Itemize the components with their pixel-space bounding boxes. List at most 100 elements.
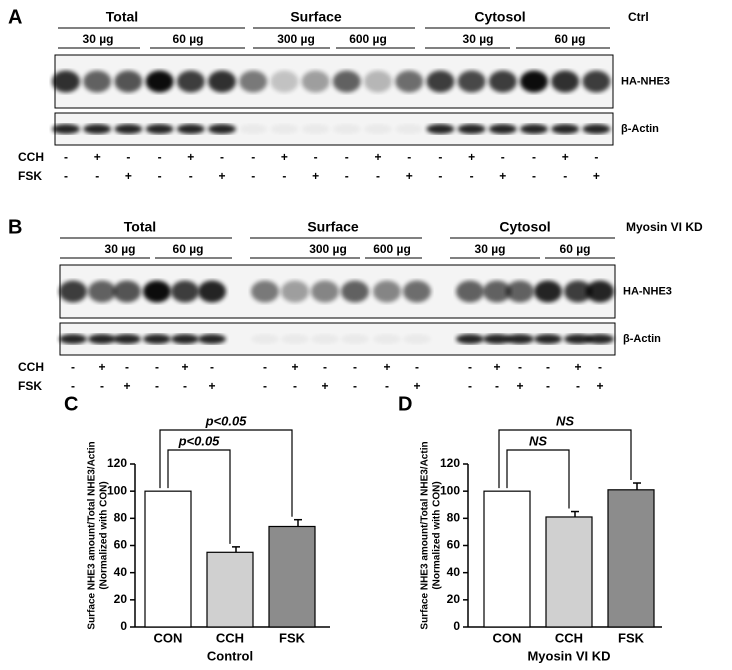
blot-band — [52, 70, 80, 93]
blot-band — [198, 334, 226, 344]
blot-band — [251, 334, 279, 344]
treatment-sign: - — [495, 379, 499, 393]
treatment-sign: + — [208, 379, 215, 393]
group-label: Surface — [307, 219, 359, 235]
blot-band — [551, 124, 580, 134]
treatment-sign: - — [438, 169, 442, 183]
bar — [206, 551, 254, 628]
y-tick-label: 40 — [447, 565, 461, 579]
treatment-sign: + — [383, 360, 390, 374]
treatment-sign: + — [187, 150, 194, 164]
treatment-sign: - — [576, 379, 580, 393]
amount-label: 600 µg — [349, 32, 387, 46]
treatment-sign: + — [94, 150, 101, 164]
treatment-sign: + — [125, 169, 132, 183]
blot-band — [534, 334, 562, 344]
amount-label: 30 µg — [475, 242, 506, 256]
condition-label: Myosin VI KD — [626, 220, 703, 234]
treatment-sign: - — [518, 360, 522, 374]
y-tick-label: 80 — [114, 511, 128, 525]
blot-band — [332, 124, 361, 134]
blot-band — [59, 280, 87, 303]
treatment-sign: - — [353, 360, 357, 374]
blot-band — [456, 334, 484, 344]
blot-band — [145, 124, 174, 134]
bar — [607, 489, 655, 628]
blot-band — [364, 124, 392, 134]
treatment-sign: - — [220, 150, 224, 164]
bar — [483, 490, 531, 628]
blot-band — [143, 280, 171, 303]
treatment-label: FSK — [18, 379, 42, 393]
blot-band — [113, 280, 141, 303]
treatment-sign: - — [100, 379, 104, 393]
treatment-sign: + — [321, 379, 328, 393]
treatment-sign: - — [546, 360, 550, 374]
blot-band — [456, 280, 484, 303]
treatment-sign: - — [155, 360, 159, 374]
y-tick-label: 100 — [440, 483, 460, 497]
treatment-sign: - — [314, 150, 318, 164]
treatment-sign: - — [210, 360, 214, 374]
blot-band — [171, 334, 199, 344]
blot-band — [488, 70, 517, 93]
treatment-sign: - — [189, 169, 193, 183]
blot-band — [176, 70, 205, 93]
amount-label: 30 µg — [83, 32, 114, 46]
y-tick-label: 120 — [440, 456, 460, 470]
amount-label: 300 µg — [277, 32, 315, 46]
significance-bracket — [506, 449, 570, 509]
blot-band — [488, 124, 517, 134]
blot-band — [586, 334, 614, 344]
blot-band — [564, 334, 592, 344]
blot-band — [208, 70, 236, 93]
panel-label: D — [398, 393, 412, 415]
panel-label: C — [64, 393, 78, 415]
x-tick-label: FSK — [618, 630, 645, 645]
significance-bracket — [159, 429, 293, 517]
blot-band — [281, 334, 309, 344]
amount-label: 60 µg — [560, 242, 591, 256]
treatment-sign: - — [563, 169, 567, 183]
y-tick-label: 100 — [107, 483, 127, 497]
treatment-sign: - — [353, 379, 357, 393]
x-tick-label: CCH — [555, 630, 583, 645]
amount-label: 60 µg — [555, 32, 586, 46]
panel-label: A — [8, 6, 22, 28]
y-tick-label: 120 — [107, 456, 127, 470]
condition-label: Ctrl — [628, 10, 649, 24]
treatment-sign: - — [345, 150, 349, 164]
treatment-sign: + — [516, 379, 523, 393]
treatment-sign: + — [98, 360, 105, 374]
blot-band — [551, 70, 580, 93]
treatment-sign: + — [468, 150, 475, 164]
y-tick-label: 60 — [114, 538, 128, 552]
y-tick-label: 80 — [447, 511, 461, 525]
blot-band — [239, 124, 268, 134]
blot-band — [208, 124, 236, 134]
blot-band — [582, 124, 611, 134]
treatment-sign: - — [158, 169, 162, 183]
amount-label: 60 µg — [173, 242, 204, 256]
treatment-sign: - — [470, 169, 474, 183]
treatment-sign: - — [95, 169, 99, 183]
blot-band — [176, 124, 205, 134]
treatment-sign: - — [251, 169, 255, 183]
blot-band — [239, 70, 268, 93]
blot-band — [373, 280, 401, 303]
treatment-sign: - — [64, 169, 68, 183]
treatment-sign: + — [499, 169, 506, 183]
y-axis-label: (Normalized with CON) — [432, 481, 443, 589]
treatment-sign: - — [407, 150, 411, 164]
blot-band — [586, 280, 614, 303]
blot-band — [59, 334, 87, 344]
blot-band — [403, 334, 431, 344]
blot-band — [364, 70, 392, 93]
treatment-sign: + — [291, 360, 298, 374]
group-label: Total — [106, 9, 138, 25]
blot-band — [281, 280, 309, 303]
treatment-sign: + — [574, 360, 581, 374]
blot-band — [83, 70, 112, 93]
significance-bracket — [498, 429, 632, 489]
blot-band — [426, 124, 455, 134]
